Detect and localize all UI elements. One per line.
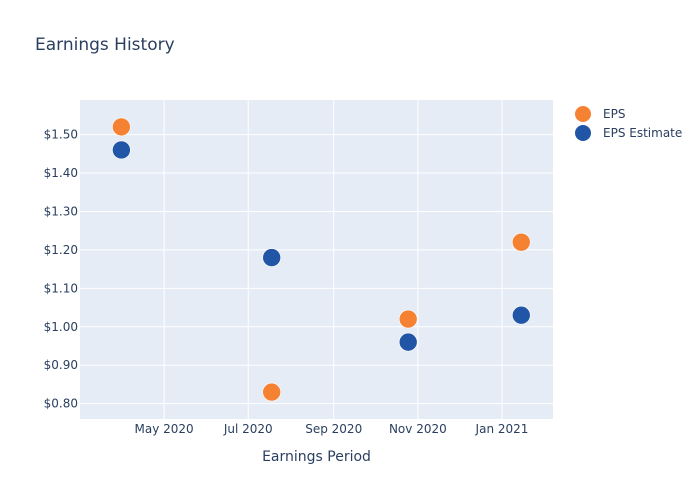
x-tick-label: Jul 2020 [223,422,273,436]
y-tick-label: $1.00 [44,320,78,334]
x-tick-label: Sep 2020 [305,422,362,436]
legend-item[interactable]: EPS Estimate [575,125,682,141]
data-points [112,117,531,402]
x-tick-label: Jan 2021 [475,422,529,436]
data-point[interactable] [398,309,418,329]
x-tick-label: Nov 2020 [389,422,447,436]
data-point[interactable] [112,117,131,137]
y-tick-label: $1.50 [44,128,78,142]
data-point[interactable] [511,305,531,325]
plot-area [80,100,553,419]
y-tick-label: $1.30 [44,204,78,218]
legend-marker [575,125,591,141]
y-tick-label: $0.90 [44,358,78,372]
y-tick-label: $0.80 [44,397,78,411]
y-tick-label: $1.40 [44,166,78,180]
data-point[interactable] [262,382,281,402]
y-tick-label: $1.10 [44,281,78,295]
series-eps [112,117,531,402]
x-tick-label: May 2020 [135,422,194,436]
y-tick-label: $1.20 [44,243,78,257]
grid-lines [80,100,553,419]
legend-label: EPS [603,107,625,121]
chart-title: Earnings History [35,35,175,55]
x-axis-title: Earnings Period [262,449,371,465]
data-point[interactable] [398,332,418,352]
data-point[interactable] [112,140,131,160]
x-axis-ticks: May 2020 Jul 2020 Sep 2020 Nov 2020 Jan 2021 [135,422,529,436]
legend-item[interactable]: EPS [575,106,625,122]
data-point[interactable] [262,248,281,267]
y-axis-ticks: $0.80 $0.90 $1.00 $1.10 $1.20 $1.30 $1.40 $1.50 [44,128,78,411]
series-eps-estimate [112,140,531,352]
legend[interactable]: EPS EPS Estimate [575,106,682,141]
legend-marker [575,106,591,122]
legend-label: EPS Estimate [603,126,682,140]
data-point[interactable] [511,232,531,252]
